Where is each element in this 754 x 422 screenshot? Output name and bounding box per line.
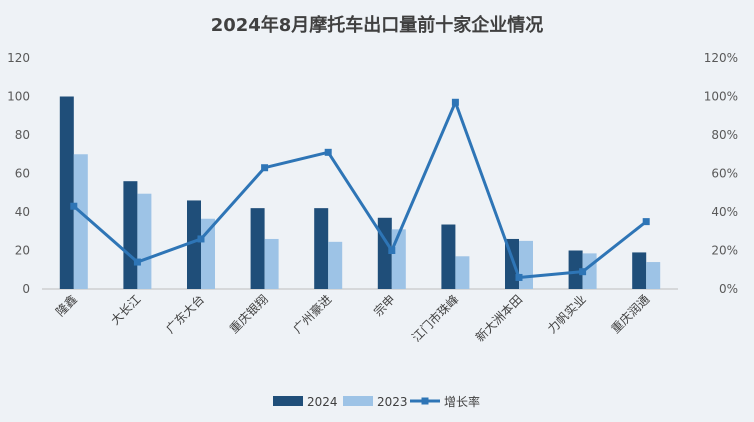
legend-swatch-2024 [273,396,303,406]
y-left-tick-label: 0 [22,282,30,296]
growth-point-7 [515,273,523,281]
growth-point-4 [324,148,332,156]
y-right-tick-label: 120% [704,51,738,65]
y-left-tick-label: 80 [15,128,30,142]
bar-2023-6 [455,256,470,289]
y-right-tick-label: 80% [711,128,738,142]
y-left-tick-label: 40 [15,205,30,219]
legend-swatch-2023 [343,396,373,406]
growth-point-9 [642,218,650,226]
bar-2024-4 [314,208,329,289]
chart-title: 2024年8月摩托车出口量前十家企业情况 [211,14,544,36]
growth-line-path [72,100,648,279]
bar-2023-1 [137,193,152,289]
growth-line [70,98,650,281]
legend: 2024 2023 增长率 [273,394,480,409]
growth-point-8 [579,268,587,276]
bar-2024-2 [187,200,201,289]
legend-swatch-growth-marker [421,397,429,405]
bar-2023-9 [646,262,661,289]
bar-2024-3 [250,208,265,289]
bar-2023-0 [73,154,88,289]
bar-2023-7 [519,240,533,289]
y-right-tick-label: 40% [711,205,738,219]
growth-point-1 [133,258,141,266]
y-right-tick-label: 20% [711,244,738,258]
growth-point-6 [451,98,459,106]
legend-label-growth: 增长率 [444,394,480,409]
y-right-tick-label: 60% [711,167,738,181]
y-left-tick-label: 20 [15,244,30,258]
y-left-tick-label: 100 [7,90,30,104]
legend-label-2024: 2024 [307,395,338,409]
growth-point-5 [388,247,396,254]
y-left-tick-label: 120 [7,51,30,65]
growth-point-0 [70,202,78,210]
bar-2023-5 [391,229,406,289]
bar-2024-8 [568,250,583,289]
legend-label-2023: 2023 [377,395,408,409]
bar-2024-9 [632,252,647,289]
growth-point-3 [261,164,269,172]
y-left-tick-label: 60 [15,167,30,181]
growth-point-2 [197,235,205,243]
bar-2023-3 [264,238,279,289]
bar-2023-4 [328,241,343,289]
bar-2024-1 [123,181,138,289]
bar-2024-0 [59,96,74,289]
y-right-tick-label: 0% [719,282,738,296]
bar-2024-6 [441,224,456,289]
y-right-tick-label: 100% [704,90,738,104]
